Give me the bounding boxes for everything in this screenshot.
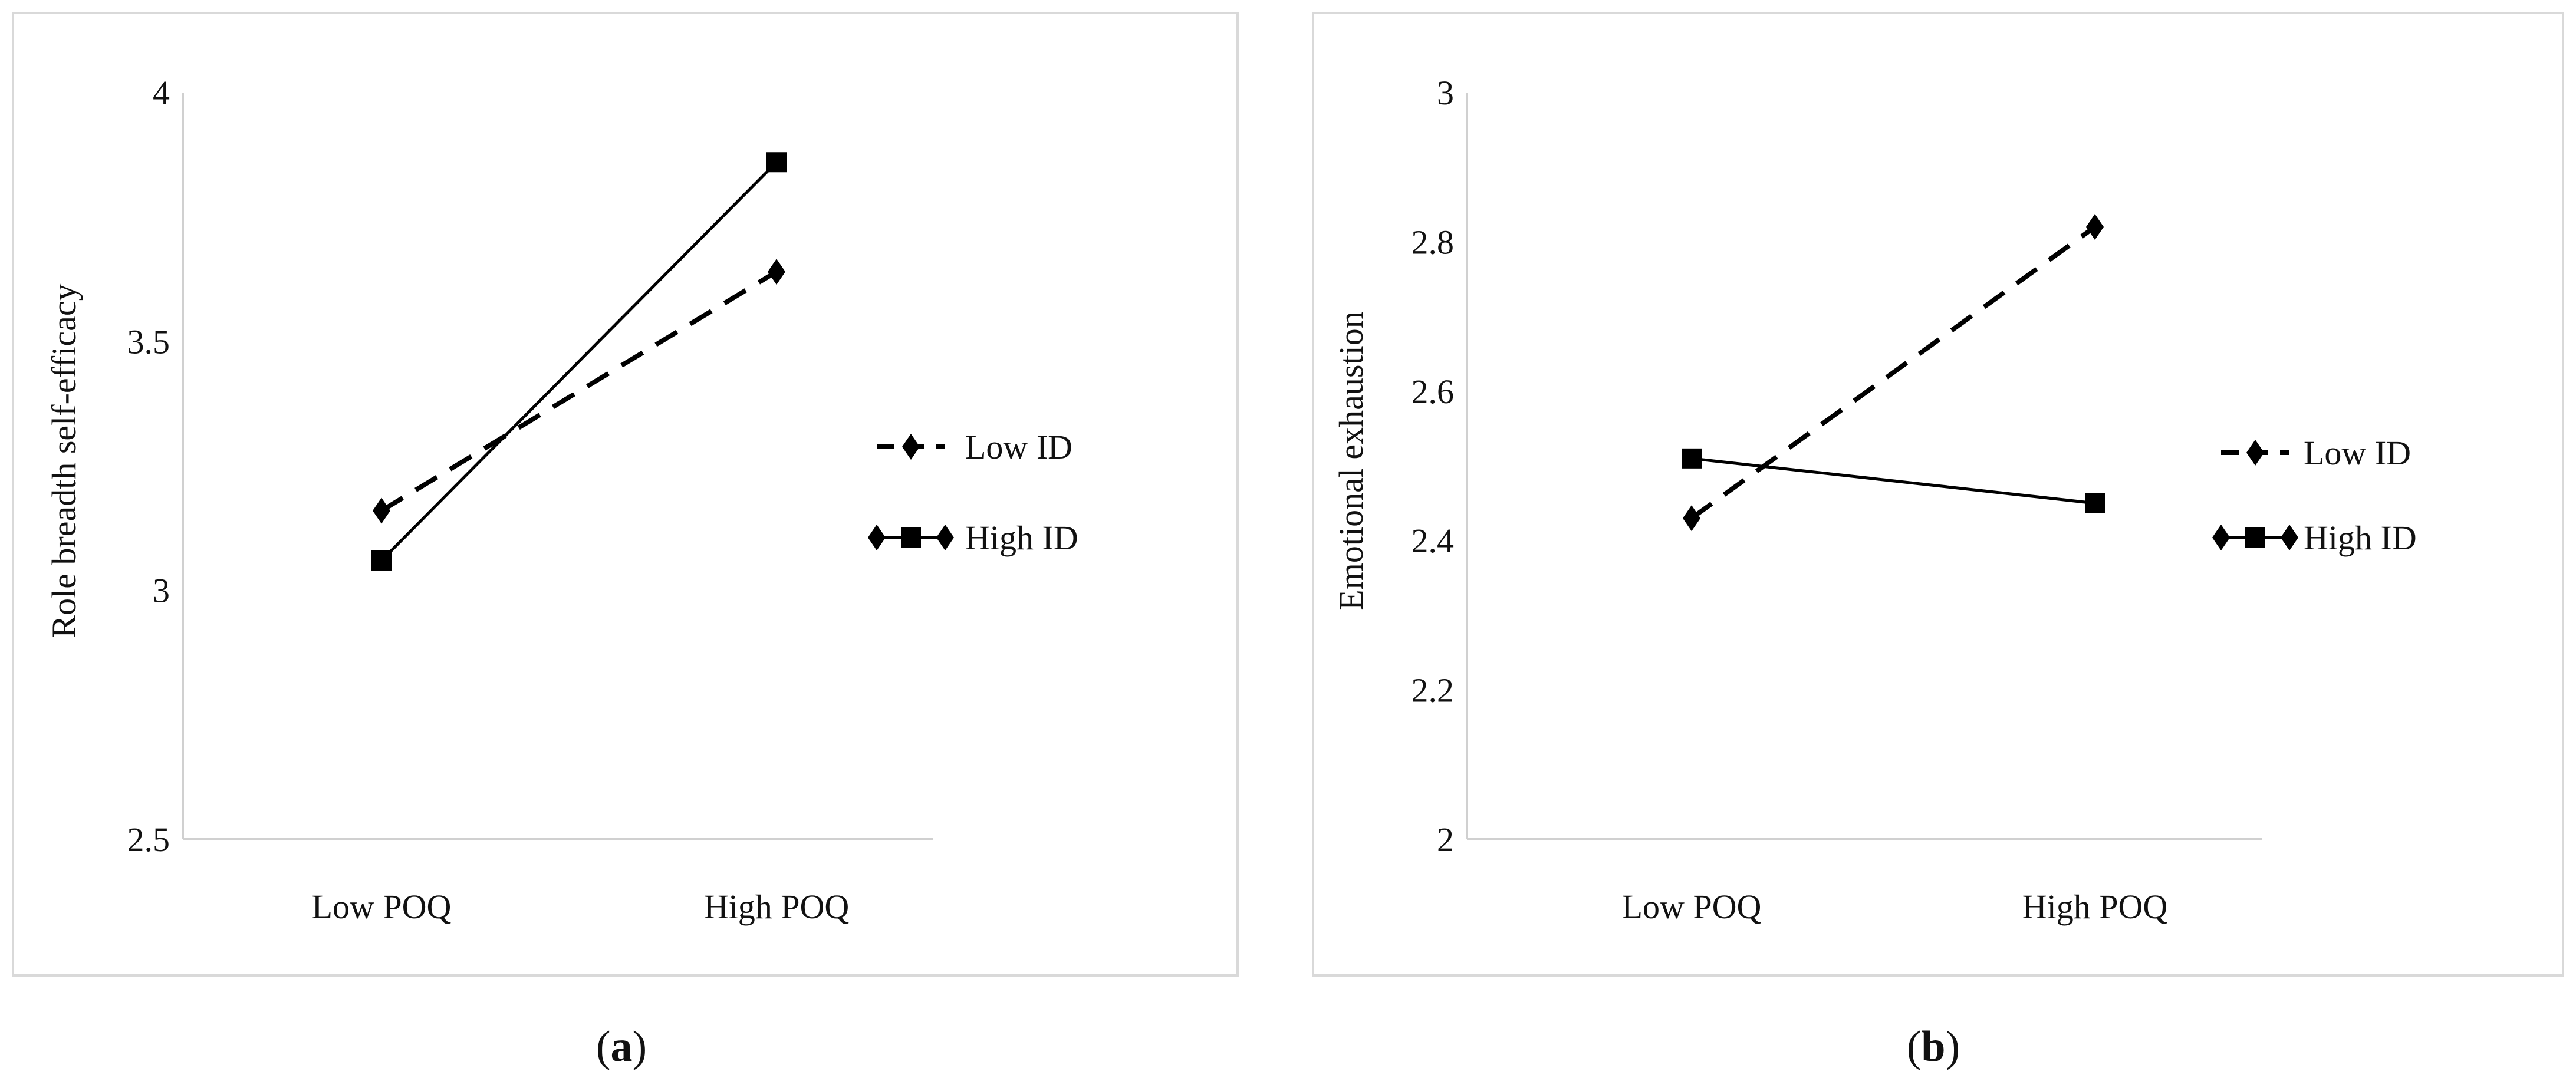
panel-b-series-1-line <box>1691 457 2095 505</box>
panel-b-legend-1-label: High ID <box>2304 519 2417 557</box>
panel-b-letter: b <box>1921 1023 1945 1071</box>
panel-b-ytick-label: 3 <box>1437 74 1454 112</box>
panel-a-category-label: High POQ <box>704 888 850 926</box>
panel-b-ylabel: Emotional exhaustion <box>1332 311 1370 610</box>
panel-b-legend-1-swatch-cap <box>2212 525 2230 550</box>
panel-a-letter: a <box>611 1023 633 1071</box>
panel-b-series-0-point <box>1683 505 1700 532</box>
panel-b-ytick-label: 2.4 <box>1412 522 1455 560</box>
panel-a-ytick-label: 3.5 <box>127 322 170 361</box>
panel-a-legend-1-swatch-marker <box>901 527 921 548</box>
panel-b-ytick-label: 2.8 <box>1412 223 1455 261</box>
panel-b-series-1-point <box>2085 493 2105 513</box>
panel-a-legend-0-label: Low ID <box>965 428 1072 466</box>
panel-b-legend-0-label: Low ID <box>2304 434 2411 472</box>
panel-b-ytick-label: 2.2 <box>1412 671 1455 710</box>
panel-a-label: (a) <box>596 1023 647 1071</box>
panel-b-ytick-label: 2 <box>1437 820 1454 859</box>
panel-a-legend-1-swatch-cap <box>936 525 954 550</box>
panel-a-legend-1-swatch-cap <box>868 525 886 550</box>
panel-b-category-label: High POQ <box>2022 888 2168 926</box>
panel-b-legend-0-swatch-marker <box>2246 440 2264 466</box>
panel-b-legend-1-swatch-marker <box>2245 527 2265 548</box>
panel-b-series-1-point <box>1682 448 1702 469</box>
panel-b-legend-1-swatch-cap <box>2281 525 2298 550</box>
panel-a-legend-1-label: High ID <box>965 519 1078 557</box>
panel-b-frame <box>1312 12 2564 977</box>
panel-a-series-1-point <box>766 152 787 173</box>
plot-area-b: 2 2.2 2.4 2.6 2.8 3 Low POQ High POQ Low ID High … <box>1412 74 2417 926</box>
panel-b-series-0-line <box>1690 225 2097 520</box>
panel-a-series-0-point <box>768 259 785 285</box>
panel-a-series-0-line <box>380 269 778 513</box>
panel-a-frame <box>12 12 1239 977</box>
panel-b-category-label: Low POQ <box>1622 888 1762 926</box>
chart-panel-b: 2 2.2 2.4 2.6 2.8 3 Low POQ High POQ Low ID High … <box>1312 12 2564 1071</box>
panel-a-series-0-point <box>373 497 390 524</box>
panel-b-ytick-label: 2.6 <box>1412 372 1455 411</box>
panel-b-series-0-point <box>2086 214 2104 240</box>
panel-a-series-1-point <box>371 550 392 571</box>
panel-a-ytick-label: 3 <box>153 572 170 610</box>
panel-a-ytick-label: 4 <box>153 74 170 112</box>
chart-panel-a: 2.5 3 3.5 4 Low POQ High POQ Low ID High ID Rol… <box>12 12 1239 1071</box>
panel-b-label: (b) <box>1907 1023 1960 1071</box>
panel-a-ytick-label: 2.5 <box>127 820 170 859</box>
panel-a-ylabel: Role breadth self-efficacy <box>45 283 83 638</box>
panel-a-category-label: Low POQ <box>312 888 452 926</box>
panel-a-legend-0-swatch-marker <box>902 434 920 460</box>
panel-a-series-1-line <box>380 161 778 562</box>
plot-area-a: 2.5 3 3.5 4 Low POQ High POQ Low ID High ID <box>127 74 1078 926</box>
